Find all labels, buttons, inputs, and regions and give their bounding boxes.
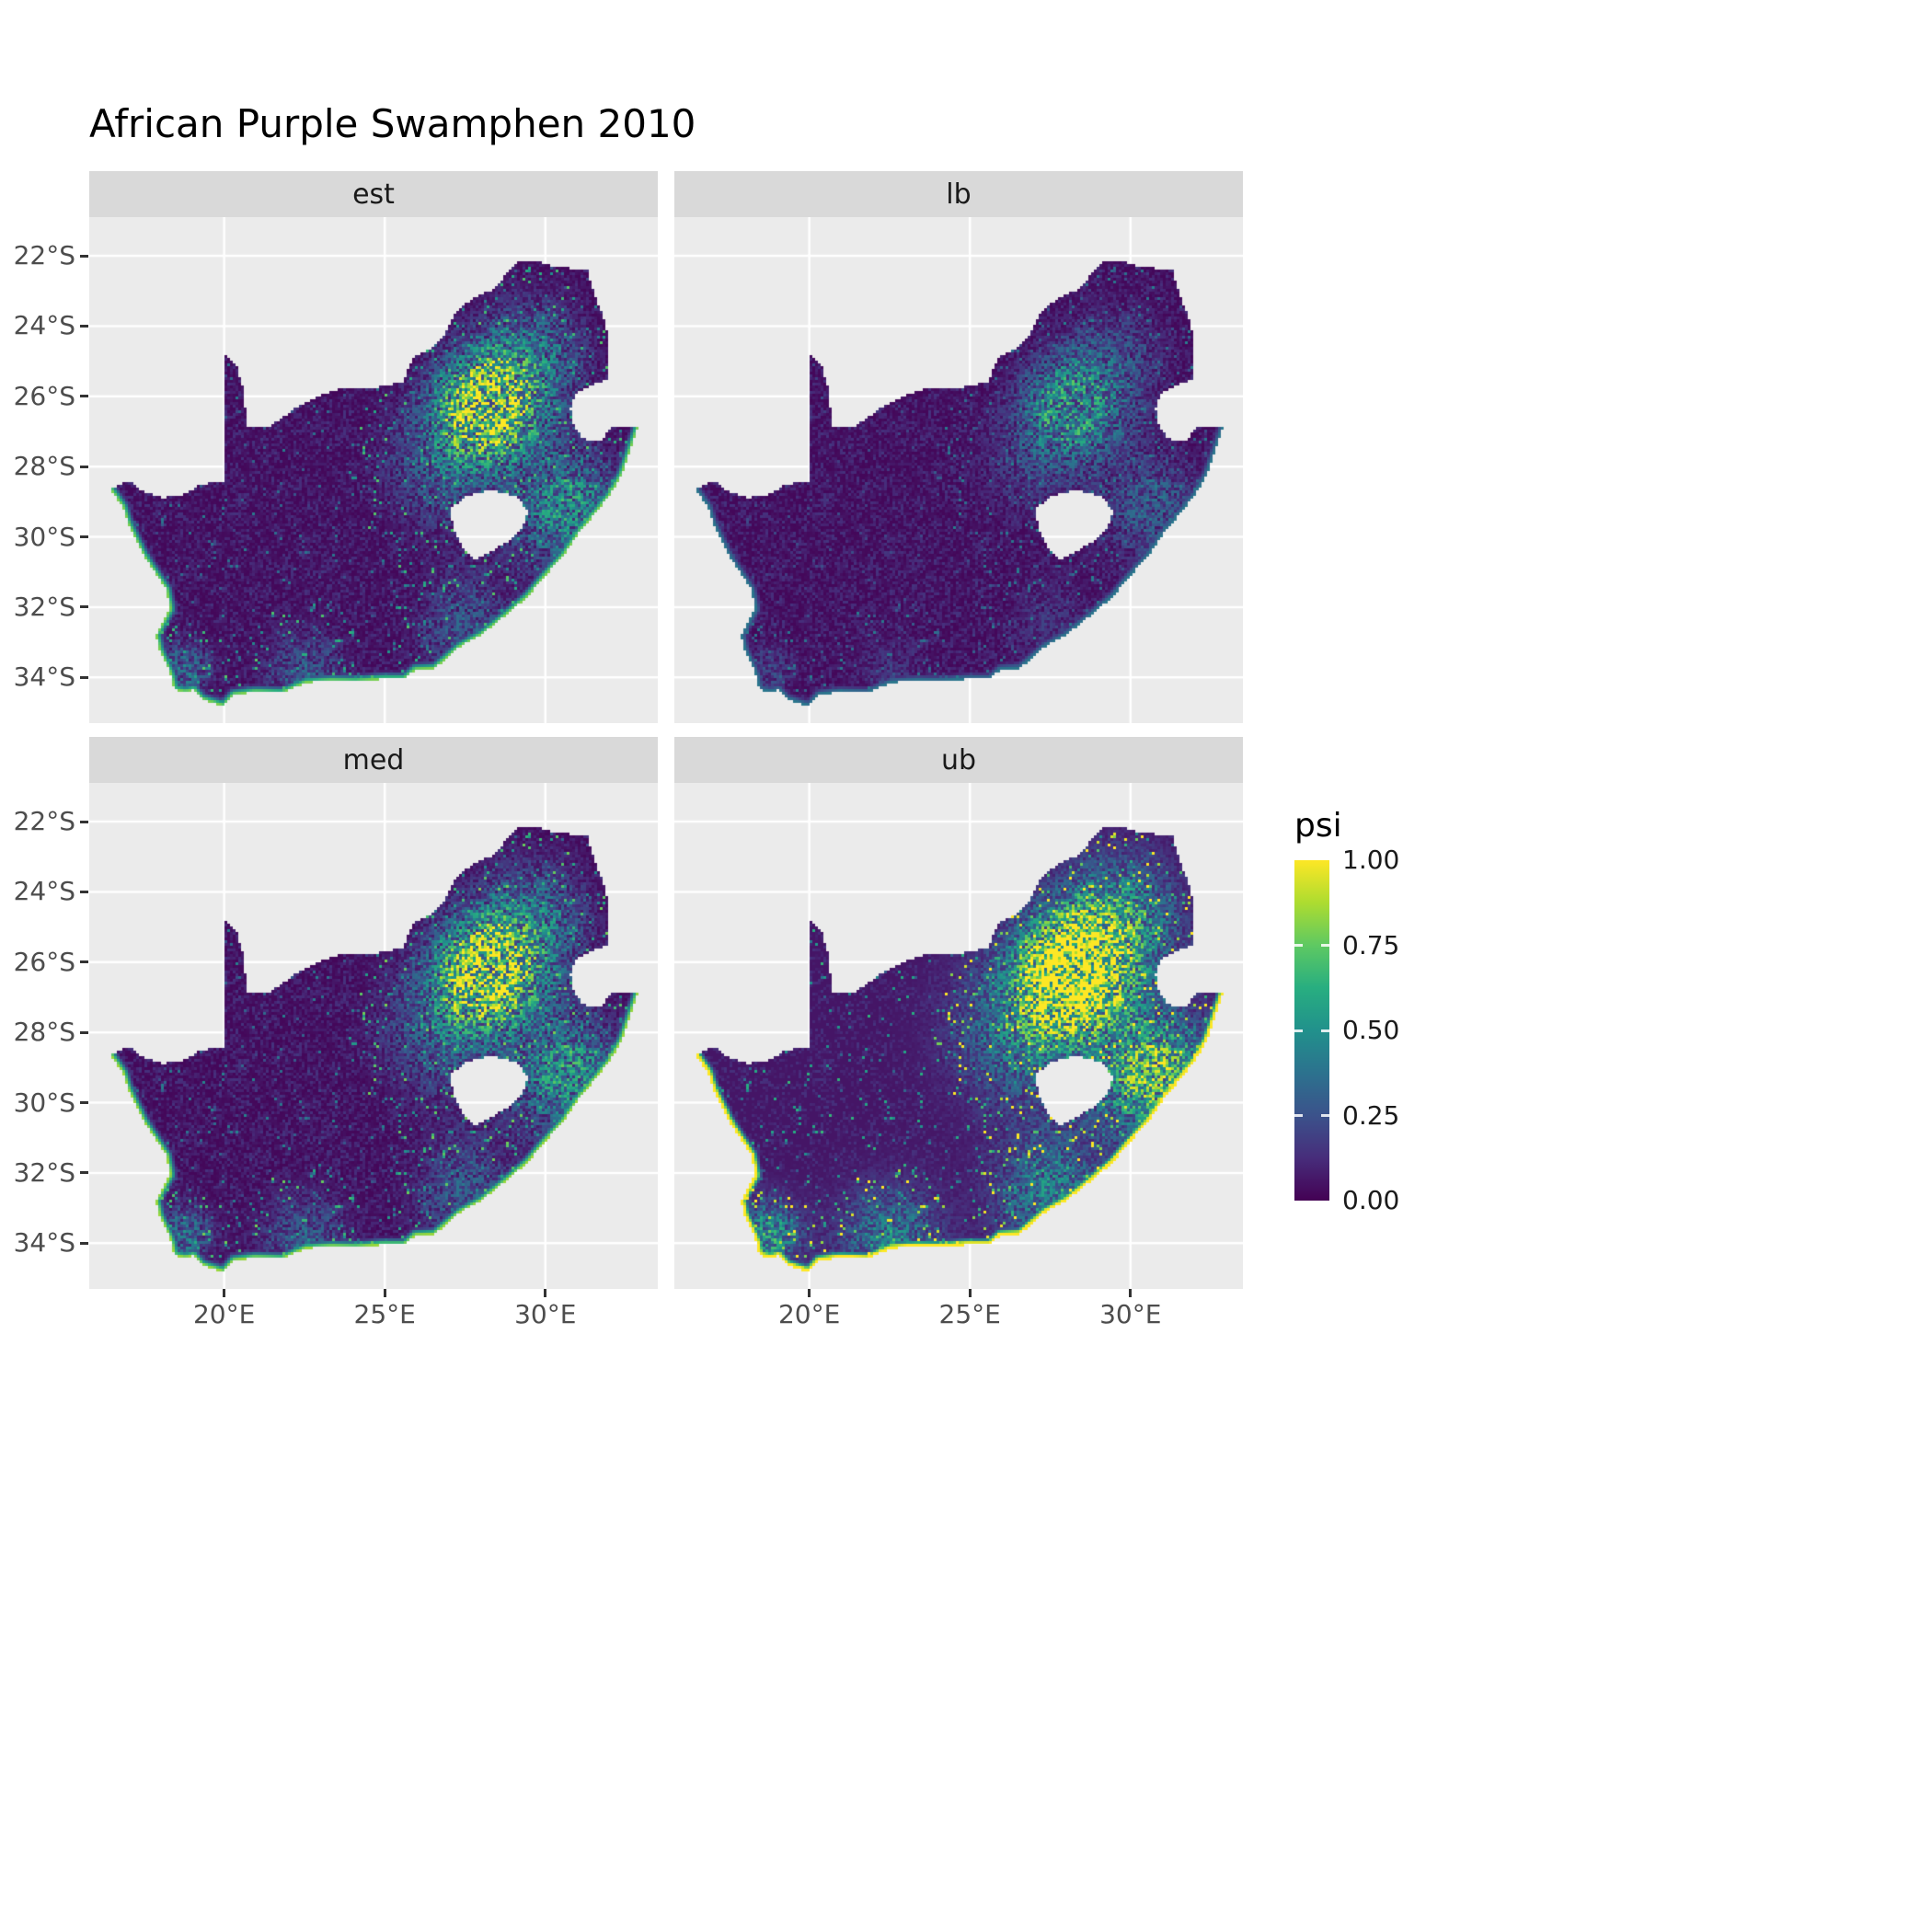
y-tick-label: 22°S [13,806,75,836]
facet-strip-label-med: med [342,743,405,776]
x-tick-label: 25°E [353,1299,416,1329]
facet-strip-med: med [89,737,658,783]
legend-tick-mark [1321,1029,1329,1032]
y-tick-mark [80,820,88,823]
y-tick-label: 26°S [13,380,75,411]
facet-strip-label-lb: lb [946,178,972,211]
facet-strip-lb: lb [674,171,1243,217]
legend-tick-mark [1294,944,1303,947]
y-tick-label: 30°S [13,1087,75,1118]
legend-title: psi [1294,807,1342,845]
y-tick-label: 26°S [13,946,75,977]
y-tick-mark [80,395,88,398]
legend-tick-mark [1294,1029,1303,1032]
facet-strip-label-ub: ub [940,743,977,776]
x-tick-label: 30°E [514,1299,577,1329]
y-tick-mark [80,1101,88,1105]
y-tick-label: 34°S [13,661,75,693]
y-tick-mark [80,960,88,964]
plot-title: African Purple Swamphen 2010 [89,101,696,146]
y-tick-label: 28°S [13,451,75,482]
y-tick-mark [80,1241,88,1245]
facet-map-lb [674,217,1243,723]
x-tick-label: 20°E [192,1299,256,1329]
y-tick-mark [80,675,88,679]
x-tick-mark [1129,1289,1133,1297]
y-tick-label: 32°S [13,591,75,622]
x-tick-mark [223,1289,226,1297]
facet-strip-est: est [89,171,658,217]
legend-tick-mark [1321,944,1329,947]
x-tick-label: 30°E [1099,1299,1162,1329]
x-tick-mark [544,1289,547,1297]
y-tick-label: 24°S [13,876,75,907]
facet-map-ub [674,783,1243,1289]
y-tick-mark [80,890,88,893]
y-tick-mark [80,324,88,328]
y-tick-label: 24°S [13,310,75,341]
x-tick-label: 20°E [777,1299,841,1329]
legend-tick-label: 0.75 [1342,929,1400,960]
y-tick-label: 28°S [13,1017,75,1048]
y-tick-mark [80,605,88,609]
legend-tick-mark [1321,1114,1329,1117]
y-tick-mark [80,465,88,468]
legend-tick-mark [1294,1114,1303,1117]
y-tick-mark [80,254,88,258]
y-tick-label: 30°S [13,521,75,552]
y-tick-mark [80,1171,88,1175]
legend-tick-label: 0.00 [1342,1185,1400,1215]
y-tick-mark [80,1030,88,1034]
y-tick-mark [80,535,88,539]
facet-map-est [89,217,658,723]
x-tick-mark [383,1289,386,1297]
y-tick-label: 34°S [13,1227,75,1259]
y-tick-label: 22°S [13,240,75,270]
x-tick-mark [808,1289,811,1297]
legend-tick-label: 0.25 [1342,1099,1400,1131]
facet-map-med [89,783,658,1289]
x-tick-mark [968,1289,972,1297]
legend-tick-label: 1.00 [1342,845,1400,875]
legend-tick-label: 0.50 [1342,1015,1400,1045]
x-tick-label: 25°E [938,1299,1001,1329]
y-tick-label: 32°S [13,1156,75,1188]
facet-strip-ub: ub [674,737,1243,783]
facet-strip-label-est: est [352,178,395,211]
